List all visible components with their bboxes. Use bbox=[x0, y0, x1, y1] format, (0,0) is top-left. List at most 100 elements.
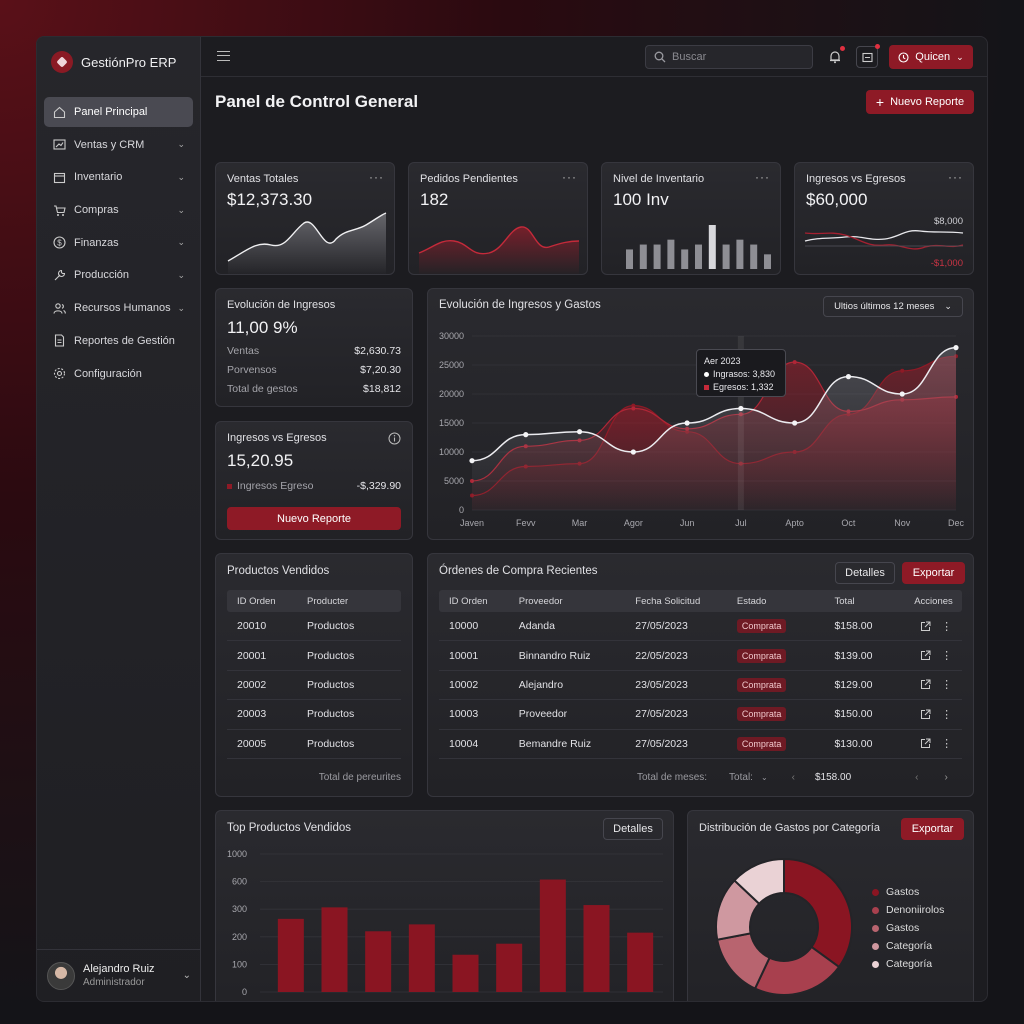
order-id: 10001 bbox=[449, 649, 479, 662]
data-point[interactable] bbox=[469, 458, 475, 464]
export-button[interactable]: Exportar bbox=[902, 562, 965, 584]
user-menu-button[interactable]: Quicen ⌄ bbox=[889, 45, 973, 69]
chevron-down-icon[interactable]: ⌄ bbox=[760, 773, 768, 782]
legend-swatch bbox=[227, 483, 232, 489]
request-date: 27/05/2023 bbox=[635, 708, 688, 721]
table-row[interactable]: 20003 Productos bbox=[227, 700, 401, 730]
table-row[interactable]: 10004 Bemandre Ruiz 27/05/2023 Comprata $130… bbox=[439, 730, 962, 759]
new-report-button[interactable]: + Nuevo Reporte bbox=[866, 90, 974, 114]
data-point[interactable] bbox=[738, 405, 744, 412]
table-row[interactable]: 20001 Productos bbox=[227, 641, 401, 671]
export-button[interactable]: Exportar bbox=[901, 818, 964, 840]
search-input[interactable] bbox=[672, 51, 802, 63]
new-report-button[interactable]: Nuevo Reporte bbox=[227, 507, 401, 530]
info-icon[interactable] bbox=[388, 432, 401, 445]
table-header: ID Orden Producter bbox=[227, 590, 401, 612]
chevron-left-icon[interactable]: ‹ bbox=[791, 772, 795, 783]
bar[interactable] bbox=[321, 907, 348, 992]
data-point[interactable] bbox=[792, 420, 798, 426]
sidebar-item-panel-principal[interactable]: Panel Principal bbox=[44, 97, 193, 127]
bar[interactable] bbox=[408, 924, 435, 992]
table-row[interactable]: 20010 Productos bbox=[227, 612, 401, 642]
table-row[interactable]: 10003 Proveedor 27/05/2023 Comprata $150.00 ⋮ bbox=[439, 700, 962, 730]
bar[interactable] bbox=[277, 918, 304, 992]
open-external-icon[interactable] bbox=[920, 650, 931, 661]
more-vertical-icon[interactable]: ⋮ bbox=[941, 679, 953, 692]
home-icon bbox=[52, 105, 66, 119]
sidebar-item-reportes-de-gesti-n[interactable]: Reportes de Gestión bbox=[44, 326, 193, 356]
data-point[interactable] bbox=[523, 432, 529, 438]
data-point[interactable] bbox=[631, 403, 636, 408]
details-button[interactable]: Detalles bbox=[835, 562, 895, 584]
data-point[interactable] bbox=[792, 360, 797, 365]
open-external-icon[interactable] bbox=[920, 738, 931, 749]
kpi-card-income-expense: Ingresos vs Egresos ··· $60,000 $8,000 -… bbox=[794, 162, 974, 275]
prev-page-icon[interactable]: ‹ bbox=[915, 772, 919, 783]
data-point[interactable] bbox=[576, 429, 583, 435]
more-vertical-icon[interactable]: ⋮ bbox=[941, 708, 953, 721]
brand[interactable]: GestiónPro ERP bbox=[51, 51, 176, 73]
data-point[interactable] bbox=[900, 368, 905, 373]
orders-table: ID Orden Proveedor Fecha Solicitud Estado To… bbox=[439, 590, 962, 759]
svg-text:$: $ bbox=[57, 239, 62, 248]
more-icon[interactable]: ··· bbox=[562, 170, 577, 184]
kpi-value: $12,373.30 bbox=[227, 190, 313, 209]
data-point[interactable] bbox=[899, 391, 905, 397]
sidebar-item-label: Recursos Humanos bbox=[74, 302, 171, 315]
x-tick-label: Feb bbox=[327, 1000, 343, 1002]
inventory-bar bbox=[626, 249, 633, 269]
chevron-down-icon[interactable]: ⌄ bbox=[182, 970, 191, 981]
open-external-icon[interactable] bbox=[920, 709, 931, 720]
more-icon[interactable]: ··· bbox=[369, 170, 384, 184]
more-vertical-icon[interactable]: ⋮ bbox=[941, 738, 953, 751]
donut-slice[interactable] bbox=[783, 857, 853, 969]
bar[interactable] bbox=[365, 931, 392, 992]
data-point[interactable] bbox=[630, 449, 636, 455]
calendar-icon[interactable] bbox=[856, 44, 880, 68]
donut-slice[interactable] bbox=[733, 857, 785, 906]
income-vs-expense-card: Ingresos vs Egresos 15,20.95 Ingresos Eg… bbox=[215, 421, 413, 540]
sidebar-item-ventas-y-crm[interactable]: Ventas y CRM ⌄ bbox=[44, 130, 193, 160]
open-external-icon[interactable] bbox=[920, 621, 931, 632]
details-button[interactable]: Detalles bbox=[603, 818, 663, 840]
order-id: 10002 bbox=[449, 678, 479, 691]
product-name: Productos bbox=[307, 737, 355, 750]
sidebar-item-producci-n[interactable]: Producción ⌄ bbox=[44, 260, 193, 290]
search-box[interactable] bbox=[645, 45, 813, 69]
bell-icon[interactable] bbox=[825, 46, 845, 67]
table-row[interactable]: 10002 Alejandro 23/05/2023 Comprata $129.00 ⋮ bbox=[439, 671, 962, 701]
bar[interactable] bbox=[496, 943, 523, 992]
data-point[interactable] bbox=[631, 406, 636, 411]
sidebar-item-inventario[interactable]: Inventario ⌄ bbox=[44, 162, 193, 192]
user-profile[interactable]: Alejandro Ruiz Administrador ⌄ bbox=[37, 949, 201, 1001]
order-id: 20005 bbox=[237, 737, 267, 750]
bar[interactable] bbox=[452, 954, 479, 992]
sidebar-item-finanzas[interactable]: $ Finanzas ⌄ bbox=[44, 228, 193, 258]
sidebar-item-recursos-humanos[interactable]: Recursos Humanos ⌄ bbox=[44, 293, 193, 323]
user-name: Alejandro Ruiz bbox=[83, 963, 155, 975]
bar[interactable] bbox=[627, 932, 654, 992]
more-vertical-icon[interactable]: ⋮ bbox=[941, 650, 953, 663]
table-row[interactable]: 10000 Adanda 27/05/2023 Comprata $158.00 ⋮ bbox=[439, 612, 962, 642]
bar[interactable] bbox=[583, 905, 610, 992]
sidebar: GestiónPro ERP Panel Principal Ventas y C… bbox=[37, 37, 201, 1001]
table-row[interactable]: 10001 Binnandro Ruiz 22/05/2023 Comprata $13… bbox=[439, 641, 962, 671]
kv-row: Total de gestos $18,812 bbox=[227, 383, 401, 395]
data-point[interactable] bbox=[684, 420, 690, 426]
sidebar-item-configuraci-n[interactable]: Configuración bbox=[44, 359, 193, 389]
card-title: Productos Vendidos bbox=[227, 565, 330, 577]
period-select[interactable]: Ultios últimos 12 meses ⌄ bbox=[823, 296, 963, 317]
sidebar-item-label: Panel Principal bbox=[74, 106, 148, 118]
data-point[interactable] bbox=[845, 374, 852, 380]
more-icon[interactable]: ··· bbox=[755, 170, 770, 184]
table-row[interactable]: 20002 Productos bbox=[227, 671, 401, 701]
sidebar-item-compras[interactable]: Compras ⌄ bbox=[44, 195, 193, 225]
table-row[interactable]: 20005 Productos bbox=[227, 730, 401, 759]
data-point[interactable] bbox=[953, 345, 959, 351]
menu-icon[interactable] bbox=[217, 51, 230, 61]
bar[interactable] bbox=[539, 879, 566, 992]
more-icon[interactable]: ··· bbox=[948, 170, 963, 184]
open-external-icon[interactable] bbox=[920, 679, 931, 690]
next-page-icon[interactable]: › bbox=[944, 772, 948, 783]
more-vertical-icon[interactable]: ⋮ bbox=[941, 620, 953, 633]
